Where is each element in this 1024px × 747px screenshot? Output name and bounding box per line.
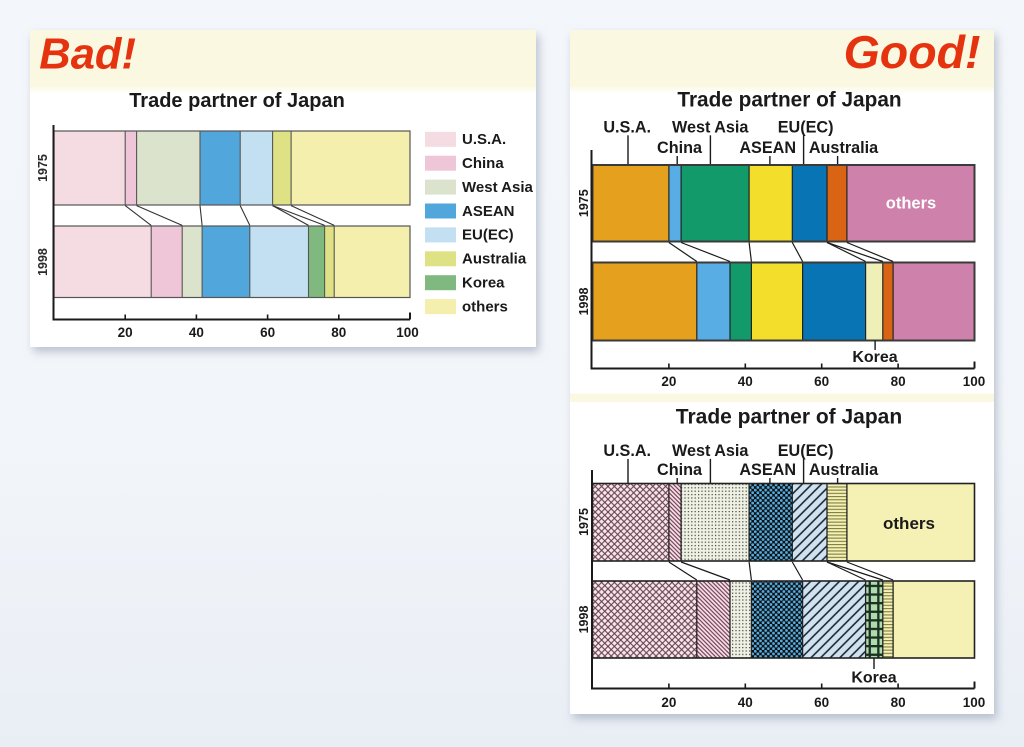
- svg-text:20: 20: [661, 374, 676, 389]
- svg-text:ASEAN: ASEAN: [739, 139, 796, 157]
- svg-text:60: 60: [814, 695, 829, 710]
- svg-text:others: others: [886, 195, 936, 213]
- svg-text:40: 40: [738, 374, 753, 389]
- svg-text:1975: 1975: [577, 508, 591, 536]
- svg-text:EU(EC): EU(EC): [778, 118, 834, 136]
- svg-text:Bad!: Bad!: [39, 31, 136, 79]
- svg-text:ASEAN: ASEAN: [739, 461, 796, 479]
- svg-text:U.S.A.: U.S.A.: [462, 131, 506, 148]
- svg-text:Trade partner of Japan: Trade partner of Japan: [677, 88, 901, 111]
- svg-text:80: 80: [891, 374, 906, 389]
- svg-text:80: 80: [891, 695, 906, 710]
- svg-text:Trade partner of Japan: Trade partner of Japan: [129, 90, 345, 112]
- svg-text:1975: 1975: [577, 189, 591, 217]
- svg-text:China: China: [462, 155, 504, 172]
- svg-text:West Asia: West Asia: [672, 118, 749, 136]
- svg-text:20: 20: [118, 325, 133, 340]
- svg-text:others: others: [462, 298, 508, 315]
- svg-text:Korea: Korea: [851, 670, 896, 687]
- svg-text:Trade partner of Japan: Trade partner of Japan: [676, 406, 902, 429]
- svg-text:West Asia: West Asia: [672, 442, 749, 460]
- svg-text:ASEAN: ASEAN: [462, 203, 515, 220]
- svg-text:Korea: Korea: [462, 275, 505, 292]
- svg-text:Australia: Australia: [809, 139, 879, 157]
- svg-text:others: others: [883, 514, 935, 533]
- svg-text:60: 60: [260, 325, 275, 340]
- svg-text:100: 100: [396, 325, 419, 340]
- svg-text:EU(EC): EU(EC): [778, 442, 834, 460]
- svg-text:100: 100: [963, 695, 986, 710]
- svg-text:1998: 1998: [577, 606, 591, 634]
- svg-text:1998: 1998: [36, 248, 50, 276]
- svg-text:U.S.A.: U.S.A.: [603, 118, 651, 136]
- svg-text:80: 80: [331, 325, 346, 340]
- svg-text:U.S.A.: U.S.A.: [603, 442, 651, 460]
- svg-text:West Asia: West Asia: [462, 179, 534, 196]
- svg-text:20: 20: [661, 695, 676, 710]
- svg-text:60: 60: [814, 374, 829, 389]
- svg-text:1998: 1998: [577, 288, 591, 316]
- svg-text:Australia: Australia: [462, 251, 527, 268]
- svg-text:1975: 1975: [36, 154, 50, 182]
- svg-text:Good!: Good!: [844, 26, 981, 78]
- svg-text:China: China: [657, 461, 703, 479]
- svg-text:100: 100: [963, 374, 986, 389]
- svg-text:Australia: Australia: [809, 461, 879, 479]
- svg-text:40: 40: [189, 325, 204, 340]
- svg-text:40: 40: [738, 695, 753, 710]
- svg-text:Korea: Korea: [852, 349, 897, 366]
- svg-text:EU(EC): EU(EC): [462, 227, 514, 244]
- svg-text:China: China: [657, 139, 703, 157]
